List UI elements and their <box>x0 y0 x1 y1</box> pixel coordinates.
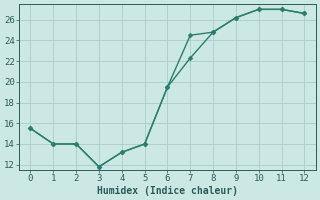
X-axis label: Humidex (Indice chaleur): Humidex (Indice chaleur) <box>97 186 238 196</box>
